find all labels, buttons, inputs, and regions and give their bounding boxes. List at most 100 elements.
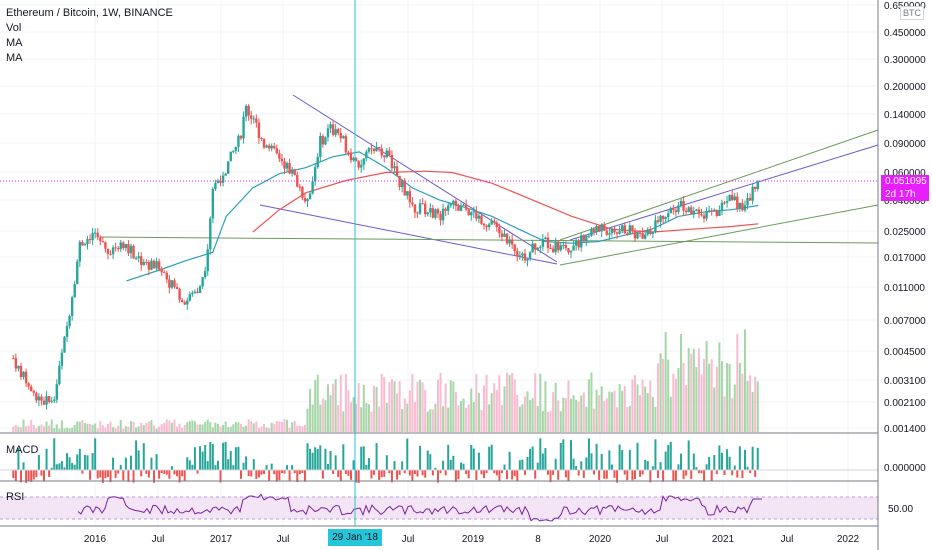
volume-bar bbox=[170, 422, 173, 432]
macd-bar bbox=[168, 470, 171, 479]
volume-bar bbox=[434, 403, 437, 432]
volume-bar bbox=[639, 395, 642, 432]
macd-bar bbox=[718, 445, 721, 470]
y-tick-label: 0.003100 bbox=[884, 376, 926, 387]
volume-bar bbox=[76, 421, 79, 432]
volume-bar bbox=[731, 398, 734, 432]
volume-bar bbox=[598, 395, 601, 432]
indicator-vol[interactable]: Vol bbox=[6, 22, 22, 34]
macd-bar bbox=[216, 460, 219, 470]
volume-bar bbox=[470, 388, 473, 432]
symbol-title[interactable]: Ethereum / Bitcoin, 1W, BINANCE bbox=[6, 7, 173, 19]
candle-body bbox=[273, 145, 276, 149]
macd-bar bbox=[239, 470, 242, 479]
volume-bar bbox=[265, 427, 268, 432]
volume-bar bbox=[618, 384, 621, 432]
candle-body bbox=[672, 208, 675, 211]
volume-bar bbox=[697, 348, 700, 432]
candle-body bbox=[331, 124, 335, 135]
rsi-label[interactable]: RSI bbox=[6, 491, 25, 503]
volume-bar bbox=[429, 409, 432, 432]
volume-bar bbox=[633, 375, 636, 432]
macd-bar bbox=[488, 446, 491, 470]
volume-bar bbox=[498, 375, 501, 432]
macd-bar bbox=[531, 446, 534, 470]
macd-bar bbox=[477, 452, 480, 470]
macd-bar bbox=[132, 470, 135, 483]
volume-bar bbox=[124, 426, 127, 432]
macd-bar bbox=[145, 470, 148, 474]
candle-body bbox=[165, 272, 168, 280]
indicator-ma-2[interactable]: MA bbox=[6, 52, 23, 64]
candle-body bbox=[434, 209, 437, 218]
volume-bar bbox=[623, 386, 626, 432]
volume-bar bbox=[718, 342, 721, 432]
volume-bar bbox=[278, 421, 281, 432]
macd-bar bbox=[319, 445, 322, 470]
candle-body bbox=[147, 262, 151, 270]
candle-body bbox=[480, 215, 483, 224]
volume-bar bbox=[280, 421, 283, 432]
macd-bar bbox=[401, 461, 404, 470]
volume-bar bbox=[86, 423, 89, 432]
candle-body bbox=[733, 196, 736, 201]
volume-bar bbox=[656, 363, 659, 432]
macd-bar bbox=[567, 470, 570, 482]
candle-body bbox=[508, 239, 511, 244]
candle-body bbox=[12, 358, 15, 360]
candle-body bbox=[608, 233, 611, 235]
candle-body bbox=[193, 291, 197, 293]
candle-body bbox=[178, 289, 181, 300]
macd-bar bbox=[577, 470, 580, 476]
volume-bar bbox=[27, 425, 30, 432]
volume-bar bbox=[286, 419, 289, 432]
rsi-tick-label: 50.00 bbox=[888, 504, 913, 515]
x-tick-label: Jul bbox=[781, 534, 794, 545]
macd-bar bbox=[40, 470, 43, 476]
candle-body bbox=[390, 154, 394, 169]
candle-body bbox=[741, 202, 744, 211]
volume-bar bbox=[480, 409, 483, 432]
macd-bar bbox=[518, 460, 521, 470]
macd-bar bbox=[444, 470, 447, 476]
candle-body bbox=[308, 193, 312, 199]
candle-body bbox=[303, 197, 307, 202]
volume-bar bbox=[431, 409, 434, 432]
macd-bar bbox=[112, 457, 115, 470]
candle-body bbox=[311, 181, 314, 194]
candle-body bbox=[255, 118, 258, 123]
macd-bar bbox=[303, 470, 306, 482]
volume-bar bbox=[436, 379, 439, 432]
candle-body bbox=[500, 233, 504, 237]
candle-body bbox=[354, 157, 358, 162]
indicator-ma-1[interactable]: MA bbox=[6, 37, 23, 49]
macd-bar bbox=[247, 470, 250, 477]
candle-body bbox=[690, 207, 693, 214]
currency-badge[interactable]: BTC bbox=[900, 6, 924, 20]
macd-bar bbox=[314, 447, 317, 470]
candle-body bbox=[713, 209, 716, 212]
candle-body bbox=[270, 145, 273, 149]
volume-bar bbox=[424, 390, 427, 432]
trend-lines[interactable] bbox=[99, 94, 879, 266]
candles bbox=[12, 104, 759, 410]
volume-bar bbox=[332, 383, 335, 432]
volume-bar bbox=[398, 381, 401, 432]
macd-bar bbox=[37, 454, 40, 470]
volume-bar bbox=[754, 376, 757, 432]
volume-bar bbox=[206, 419, 209, 432]
macd-label[interactable]: MACD bbox=[6, 444, 39, 456]
volume-bar bbox=[703, 358, 706, 432]
volume-bar bbox=[692, 348, 695, 432]
volume-bar bbox=[690, 353, 693, 432]
candle-body bbox=[209, 218, 212, 250]
current-price-value: 0.051095 bbox=[885, 176, 927, 187]
volume-bar bbox=[178, 423, 181, 432]
x-tick-label: Jul bbox=[656, 534, 669, 545]
volume-bar bbox=[365, 403, 368, 432]
candle-body bbox=[707, 210, 711, 212]
candle-body bbox=[421, 203, 424, 205]
macd-bar bbox=[362, 446, 365, 470]
macd-bar bbox=[58, 463, 61, 470]
